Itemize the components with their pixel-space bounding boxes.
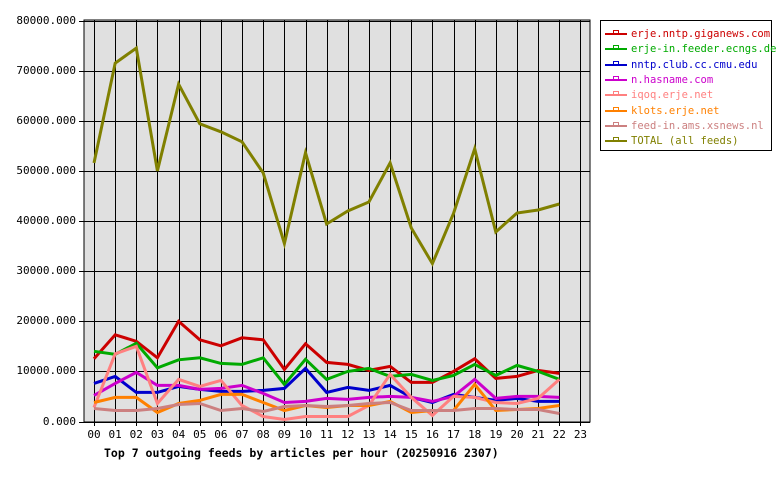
grid-lines bbox=[84, 20, 590, 423]
y-tick-label: 50000.000 bbox=[16, 163, 76, 177]
legend-line-marker-icon bbox=[605, 44, 627, 54]
legend-label: nntp.club.cc.cmu.edu bbox=[631, 58, 758, 71]
x-tick-label: 08 bbox=[256, 428, 270, 441]
x-tick-label: 22 bbox=[552, 428, 566, 441]
x-tick-label: 07 bbox=[235, 428, 249, 441]
legend-line-marker-icon bbox=[605, 106, 627, 116]
legend: erje.nntp.giganews.com erje-in.feeder.ecn… bbox=[600, 20, 776, 151]
x-tick-label: 14 bbox=[383, 428, 397, 441]
x-tick-label: 16 bbox=[425, 428, 440, 441]
x-tick-label: 06 bbox=[214, 428, 228, 441]
x-tick-label: 09 bbox=[277, 428, 291, 441]
legend-line-marker-icon bbox=[605, 90, 627, 100]
x-tick-label: 18 bbox=[468, 428, 482, 441]
x-tick-label: 01 bbox=[108, 428, 122, 441]
legend-label: n.hasname.com bbox=[631, 73, 714, 86]
x-tick-label: 03 bbox=[150, 428, 165, 441]
series-lines bbox=[92, 45, 561, 422]
legend-line-marker-icon bbox=[605, 29, 627, 39]
x-tick-label: 10 bbox=[298, 428, 313, 441]
x-tick-label: 02 bbox=[129, 428, 143, 441]
x-tick-label: 11 bbox=[320, 428, 334, 441]
series-line-1 bbox=[93, 341, 560, 387]
series-line-6 bbox=[93, 400, 560, 415]
x-tick-label: 20 bbox=[510, 428, 524, 441]
x-tick-label: 12 bbox=[341, 428, 355, 441]
axis-ticks bbox=[79, 21, 581, 426]
legend-line-marker-icon bbox=[605, 75, 627, 85]
legend-line-marker-icon bbox=[605, 60, 627, 70]
x-tick-label: 19 bbox=[489, 428, 503, 441]
legend-item: TOTAL (all feeds) bbox=[605, 134, 738, 148]
legend-label: erje.nntp.giganews.com bbox=[631, 28, 771, 40]
y-tick-label: 30000.000 bbox=[16, 264, 76, 278]
y-tick-label: 80000.000 bbox=[16, 13, 76, 27]
legend-label: klots.erje.net bbox=[631, 104, 720, 117]
y-tick-label: 0.000 bbox=[42, 414, 76, 428]
chart-title: Top 7 outgoing feeds by articles per hou… bbox=[104, 446, 499, 460]
x-tick-label: 05 bbox=[193, 428, 207, 441]
y-tick-label: 70000.000 bbox=[16, 63, 76, 77]
legend-item: iqoq.erje.net bbox=[605, 88, 713, 102]
y-tick-label: 20000.000 bbox=[16, 314, 76, 328]
legend-label: TOTAL (all feeds) bbox=[631, 135, 739, 148]
legend-label: feed-in.ams.xsnews.nl bbox=[631, 119, 764, 132]
legend-line-marker-icon bbox=[605, 121, 627, 131]
legend-item: feed-in.ams.xsnews.nl bbox=[605, 119, 764, 133]
x-tick-label: 17 bbox=[446, 428, 461, 441]
x-tick-label: 15 bbox=[404, 428, 418, 441]
legend-item: nntp.club.cc.cmu.edu bbox=[605, 58, 757, 72]
series-line-7 bbox=[92, 45, 560, 267]
legend-label: iqoq.erje.net bbox=[631, 89, 714, 102]
y-tick-label: 60000.000 bbox=[16, 113, 76, 127]
legend-label: erje-in.feeder.ecngs.de bbox=[631, 43, 777, 56]
series-line-4 bbox=[92, 344, 561, 422]
x-tick-label: 13 bbox=[362, 428, 376, 441]
x-tick-label: 21 bbox=[531, 428, 545, 441]
legend-item: erje.nntp.giganews.com bbox=[605, 27, 770, 41]
legend-item: erje-in.feeder.ecngs.de bbox=[605, 42, 776, 56]
series-line-0 bbox=[92, 318, 560, 384]
legend-item: n.hasname.com bbox=[605, 73, 713, 87]
x-tick-label: 04 bbox=[171, 428, 186, 441]
x-tick-label: 23 bbox=[573, 428, 588, 441]
x-tick-label: 00 bbox=[87, 428, 101, 441]
y-tick-label: 10000.000 bbox=[16, 364, 76, 378]
legend-line-marker-icon bbox=[605, 136, 627, 146]
legend-item: klots.erje.net bbox=[605, 104, 720, 118]
y-tick-label: 40000.000 bbox=[16, 214, 76, 227]
